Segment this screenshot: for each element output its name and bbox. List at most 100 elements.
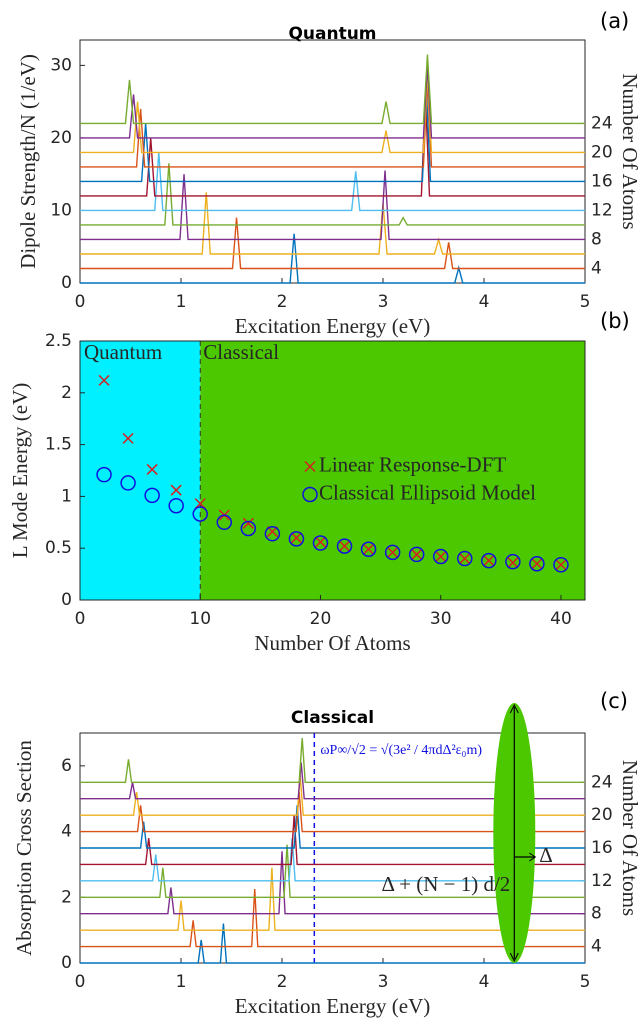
series-line: [80, 217, 585, 270]
y2-tick-label: 12: [591, 200, 613, 220]
point-marker: [170, 484, 182, 496]
x-tick-label: 10: [189, 609, 211, 629]
series-line: [80, 94, 585, 197]
series-line: [80, 815, 585, 866]
formula: ωP∞/√2 = √(3e² / 4πdΔ²ε₀m): [320, 743, 482, 758]
region: [200, 341, 585, 600]
y-tick-label: 0: [61, 273, 72, 293]
series-line: [80, 170, 585, 241]
series-line: [80, 65, 585, 139]
y-tick-label: 0: [61, 590, 72, 610]
y-tick-label: 4: [61, 822, 72, 842]
point-marker: [553, 557, 569, 573]
x-tick-label: 3: [378, 972, 389, 992]
point-marker: [216, 514, 233, 531]
series-line: [80, 889, 585, 948]
region-label: Classical: [203, 340, 279, 364]
point-marker: [411, 548, 423, 560]
point-marker: [194, 498, 206, 510]
legend-marker: [302, 486, 318, 503]
point-marker: [481, 552, 497, 569]
series-line: [80, 233, 585, 284]
point-marker: [336, 538, 353, 554]
x-tick-label: 0: [75, 292, 86, 312]
x-axis-label: Number Of Atoms: [254, 631, 410, 655]
y-axis-label: L Mode Energy (eV): [8, 383, 32, 559]
series-line: [80, 737, 585, 783]
x-tick-label: 2: [277, 972, 288, 992]
point-marker: [555, 559, 567, 571]
point-marker: [435, 550, 447, 563]
x-tick-label: 4: [479, 972, 490, 992]
arrow-head: [529, 852, 537, 862]
legend-marker: [304, 460, 316, 473]
point-marker: [459, 553, 471, 565]
series-line: [80, 90, 585, 183]
panel-label: (b): [600, 309, 630, 333]
series-line: [80, 792, 585, 833]
point-marker: [360, 541, 377, 557]
point-marker: [192, 506, 208, 522]
legend-label: Linear Response-DFT: [319, 452, 506, 476]
y2-tick-label: 12: [591, 871, 613, 891]
point-marker: [363, 543, 375, 555]
y2-tick-label: 4: [591, 937, 602, 957]
y2-axis-label: Number Of Atoms: [618, 760, 642, 916]
y2-tick-label: 24: [591, 772, 613, 792]
x-tick-label: 5: [580, 292, 591, 312]
series-line: [80, 844, 585, 898]
x-tick-label: 0: [75, 972, 86, 992]
y2-tick-label: 24: [591, 113, 613, 133]
length-label: Δ + (N − 1) d/2: [382, 872, 511, 896]
y-tick-label: 1.5: [45, 435, 72, 455]
point-marker: [96, 466, 112, 483]
point-marker: [146, 463, 158, 475]
panel-label: (c): [600, 689, 628, 713]
point-marker: [531, 558, 543, 570]
y2-tick-label: 20: [591, 142, 613, 162]
y2-tick-label: 16: [591, 171, 613, 191]
x-axis-label: Excitation Energy (eV): [235, 994, 431, 1018]
series-line: [80, 775, 585, 816]
point-marker: [457, 550, 473, 567]
series-line: [80, 54, 585, 125]
point-marker: [529, 555, 545, 572]
series-line: [80, 923, 585, 964]
axes-frame: [79, 39, 586, 284]
point-marker: [432, 548, 449, 565]
series-line: [80, 762, 585, 800]
region-label: Quantum: [84, 340, 162, 364]
x-tick-label: 4: [479, 292, 490, 312]
series-line: [80, 152, 585, 212]
point-marker: [264, 525, 281, 542]
point-marker: [505, 553, 521, 570]
y2-tick-label: 8: [591, 229, 602, 249]
y-tick-label: 20: [50, 128, 72, 148]
point-marker: [144, 487, 160, 504]
x-axis-label: Excitation Energy (eV): [235, 314, 431, 338]
y-tick-label: 0: [61, 953, 72, 973]
y2-tick-label: 4: [591, 258, 602, 278]
y2-axis-label: Number Of Atoms: [618, 73, 642, 229]
chart-title: Quantum: [288, 24, 376, 44]
point-marker: [242, 517, 254, 529]
arrow-head: [509, 703, 519, 714]
y-tick-label: 1: [61, 486, 72, 506]
y2-tick-label: 16: [591, 838, 613, 858]
point-marker: [288, 531, 305, 547]
series-line: [80, 867, 585, 931]
panel-label: (a): [600, 9, 629, 33]
point-marker: [483, 555, 495, 567]
y-tick-label: 0.5: [45, 538, 72, 558]
series-line: [80, 163, 585, 226]
point-marker: [122, 432, 134, 444]
arrow-head: [509, 952, 519, 963]
x-tick-label: 2: [277, 292, 288, 312]
point-marker: [312, 535, 329, 551]
point-marker: [387, 546, 399, 558]
x-tick-label: 40: [550, 609, 572, 629]
x-tick-label: 30: [430, 609, 452, 629]
point-marker: [338, 540, 351, 552]
legend-label: Classical Ellipsoid Model: [319, 480, 536, 504]
